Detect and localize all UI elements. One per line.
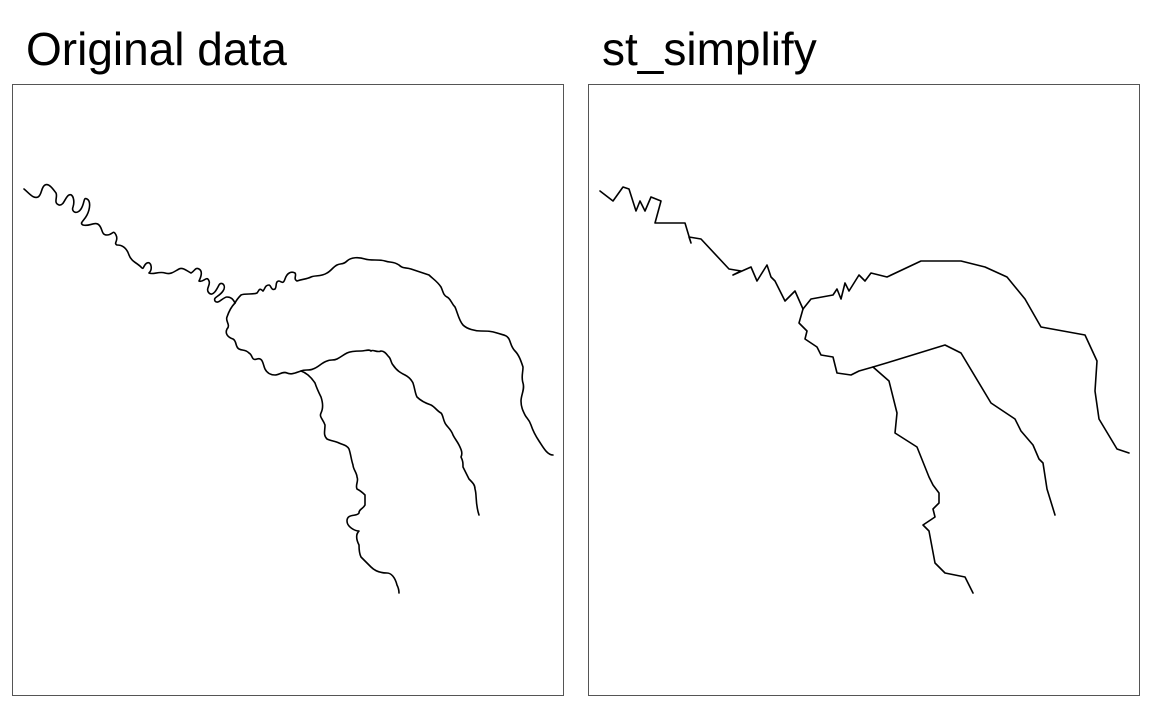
river-south-tributary-original	[300, 370, 400, 594]
river-map-original	[23, 183, 554, 594]
map-frame-original	[12, 84, 564, 696]
map-frame-simplified	[588, 84, 1140, 696]
panel-original: Original data	[12, 23, 564, 696]
panel-simplified: st_simplify	[576, 0, 1152, 711]
river-south-channel-original	[225, 302, 480, 516]
river-main-stem-original	[23, 183, 236, 304]
river-north-loop-original	[234, 256, 554, 456]
panel-title-original: Original data	[26, 23, 287, 75]
river-map-simplified	[599, 186, 1130, 594]
panel-title-simplified: st_simplify	[602, 23, 817, 75]
river-main-stem-simplified	[599, 186, 804, 310]
river-south-channel-simplified	[798, 308, 1056, 516]
river-north-loop-simplified	[802, 260, 1130, 454]
river-south-tributary-simplified	[872, 366, 974, 594]
